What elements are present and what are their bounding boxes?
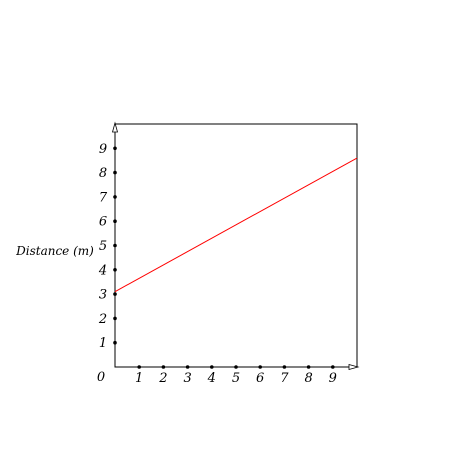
x-axis-arrow: [348, 363, 360, 371]
y-tick-dot-3: [113, 292, 117, 296]
x-tick-label-2: 2: [158, 371, 167, 386]
x-tick-label-1: 1: [135, 371, 143, 386]
y-tick-label-5: 5: [99, 239, 107, 254]
y-axis-title: Distance (m): [15, 244, 94, 258]
x-tick-dot-9: [331, 365, 335, 369]
x-tick-label-7: 7: [280, 371, 289, 386]
y-axis-arrow: [111, 121, 119, 133]
y-tick-dot-4: [113, 268, 117, 272]
y-tick-dot-5: [113, 243, 117, 248]
y-tick-dot-9: [113, 146, 117, 151]
origin-label: 0: [97, 370, 105, 385]
y-ticks: 1 2 3 4 5 6 7 8 9: [98, 142, 117, 351]
y-tick-dot-2: [113, 316, 117, 321]
x-tick-label-8: 8: [304, 371, 312, 386]
y-tick-dot-6: [113, 219, 117, 223]
y-tick-label-6: 6: [99, 215, 107, 230]
plot-frame: [114, 123, 358, 368]
y-tick-label-1: 1: [99, 336, 107, 351]
y-tick-label-2: 2: [98, 312, 107, 327]
x-tick-dot-5: [234, 365, 238, 369]
y-tick-dot-1: [113, 340, 117, 345]
x-tick-dot-1: [137, 365, 141, 369]
series-line-0: [114, 157, 358, 293]
x-tick-label-6: 6: [256, 371, 264, 386]
y-tick-label-3: 3: [99, 288, 107, 303]
y-tick-label-9: 9: [99, 142, 107, 157]
y-tick-dot-7: [113, 195, 117, 199]
x-tick-label-9: 9: [329, 371, 337, 386]
x-tick-dot-7: [282, 365, 287, 369]
x-tick-dot-3: [185, 365, 190, 369]
y-tick-label-8: 8: [99, 166, 107, 181]
x-tick-label-5: 5: [232, 371, 240, 386]
x-tick-label-4: 4: [207, 371, 216, 386]
x-tick-label-3: 3: [183, 371, 191, 386]
series: [114, 157, 358, 293]
x-tick-dot-4: [210, 365, 214, 369]
x-tick-dot-6: [258, 365, 263, 369]
y-tick-label-7: 7: [99, 190, 108, 205]
x-tick-dot-8: [306, 365, 311, 369]
x-tick-dot-2: [161, 365, 166, 369]
y-tick-dot-8: [113, 170, 117, 175]
y-tick-label-4: 4: [98, 263, 107, 278]
